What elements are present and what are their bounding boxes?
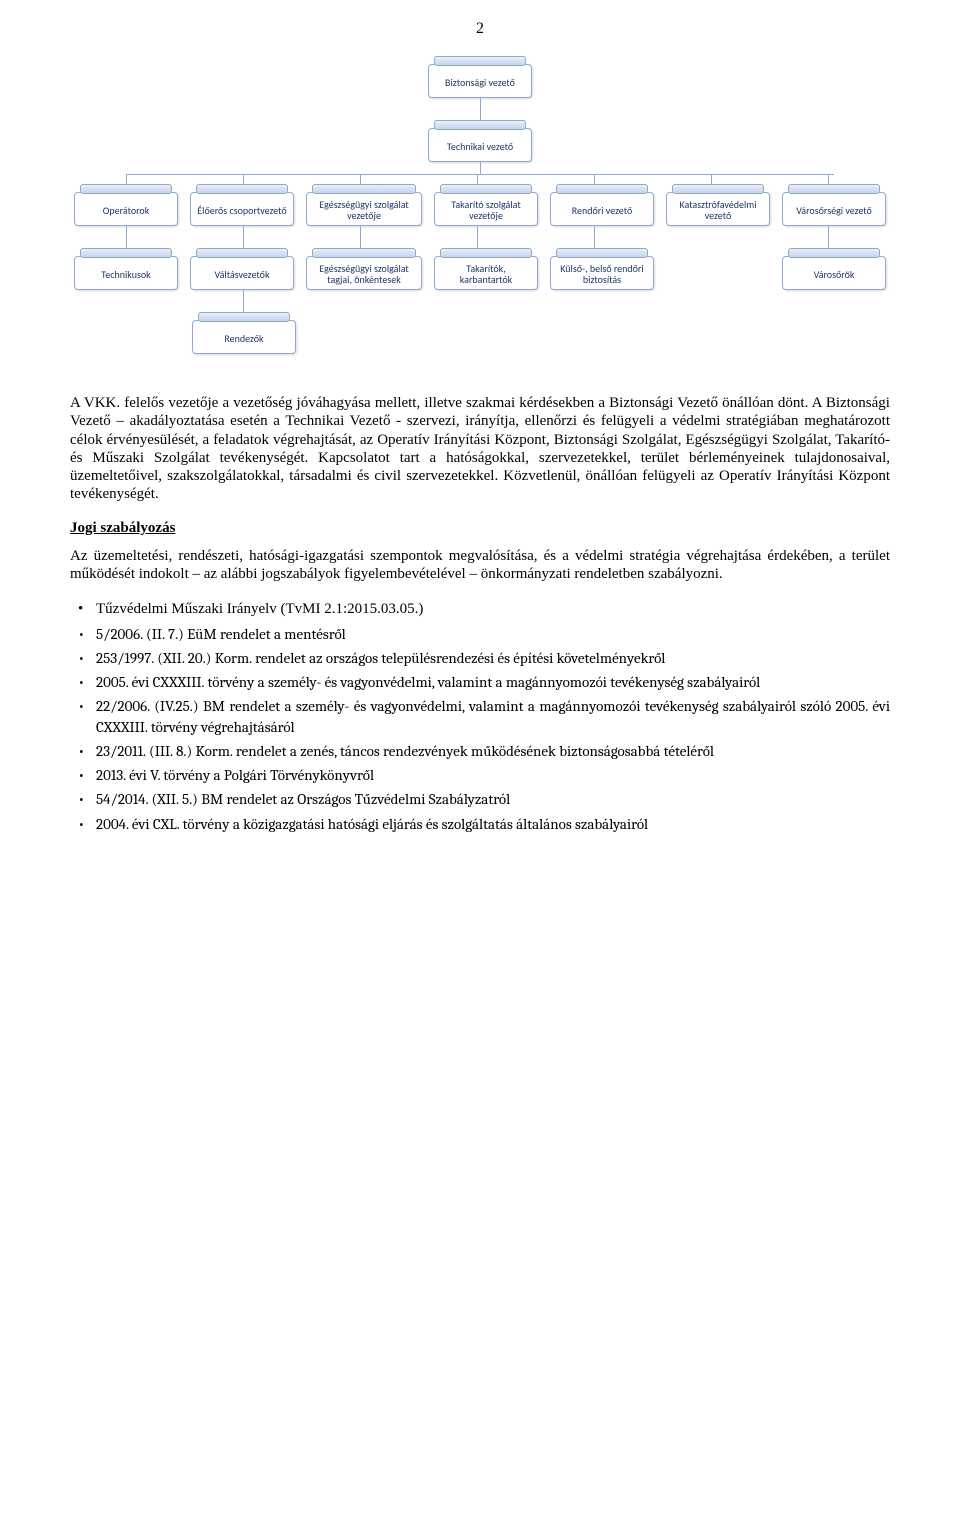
- law-item: 54/2014. (XII. 5.) BM rendelet az Ország…: [96, 789, 890, 809]
- org-node-l4: Városőrök: [782, 250, 886, 290]
- org-label: Városőrök: [787, 263, 881, 285]
- org-label: Egészségügyi szolgálat tagjai, önkéntese…: [311, 263, 417, 285]
- org-label: Egészségügyi szolgálat vezetője: [311, 199, 417, 221]
- org-node-l4: Egészségügyi szolgálat tagjai, önkéntese…: [306, 250, 422, 290]
- law-item: 22/2006. (IV.25.) BM rendelet a személy-…: [96, 696, 890, 737]
- org-node-l4: Külső-, belső rendőri biztosítás: [550, 250, 654, 290]
- law-item: 23/2011. (III. 8.) Korm. rendelet a zené…: [96, 741, 890, 761]
- org-label: Takarítók, karbantartók: [439, 263, 533, 285]
- org-label: Technikai vezető: [433, 135, 527, 157]
- org-node-rendezok: Rendezők: [192, 314, 296, 354]
- org-node-l3: Városőrségi vezető: [782, 186, 886, 226]
- org-node-l3: Egészségügyi szolgálat vezetője: [306, 186, 422, 226]
- law-item: 2005. évi CXXXIII. törvény a személy- és…: [96, 672, 890, 692]
- org-label: Takarító szolgálat vezetője: [439, 199, 533, 221]
- org-label: Operátorok: [79, 199, 173, 221]
- org-label: Rendőri vezető: [555, 199, 649, 221]
- law-item: 253/1997. (XII. 20.) Korm. rendelet az o…: [96, 648, 890, 668]
- org-label: Rendezők: [197, 327, 291, 349]
- page-number: 2: [70, 20, 890, 38]
- org-label: Élőerős csoportvezető: [195, 199, 289, 221]
- org-node-l3: Rendőri vezető: [550, 186, 654, 226]
- org-node-l4: Takarítók, karbantartók: [434, 250, 538, 290]
- org-node-l4: Váltásvezetők: [190, 250, 294, 290]
- heading-jogi-szabalyozas: Jogi szabályozás: [70, 520, 890, 537]
- org-label: Katasztrófavédelmi vezető: [671, 199, 765, 221]
- org-node-l4: Technikusok: [74, 250, 178, 290]
- paragraph-intro: A VKK. felelős vezetője a vezetőség jóvá…: [70, 394, 890, 504]
- org-label: Váltásvezetők: [195, 263, 289, 285]
- org-node-l3: Takarító szolgálat vezetője: [434, 186, 538, 226]
- org-node-l3: Operátorok: [74, 186, 178, 226]
- law-item: 2013. évi V. törvény a Polgári Törvénykö…: [96, 765, 890, 785]
- org-label: Biztonsági vezető: [433, 71, 527, 93]
- law-item: 2004. évi CXL. törvény a közigazgatási h…: [96, 814, 890, 834]
- org-label: Külső-, belső rendőri biztosítás: [555, 263, 649, 285]
- org-node-l3: Katasztrófavédelmi vezető: [666, 186, 770, 226]
- org-label: Városőrségi vezető: [787, 199, 881, 221]
- org-label: Technikusok: [79, 263, 173, 285]
- org-node-l3: Élőerős csoportvezető: [190, 186, 294, 226]
- law-item: Tűzvédelmi Műszaki Irányelv (TvMI 2.1:20…: [96, 599, 890, 619]
- laws-list: Tűzvédelmi Műszaki Irányelv (TvMI 2.1:20…: [70, 599, 890, 834]
- org-node-biztonsagi-vezeto: Biztonsági vezető: [428, 58, 532, 98]
- org-node-technikai-vezeto: Technikai vezető: [428, 122, 532, 162]
- org-chart: Biztonsági vezető Technikai vezető Operá…: [70, 58, 890, 354]
- paragraph-jogi-intro: Az üzemeltetési, rendészeti, hatósági-ig…: [70, 547, 890, 584]
- law-item: 5/2006. (II. 7.) EüM rendelet a mentésrő…: [96, 624, 890, 644]
